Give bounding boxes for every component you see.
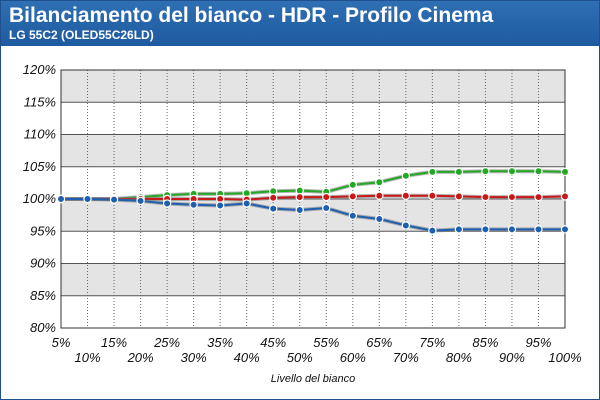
x-tick-label: 95% [525, 335, 551, 350]
x-tick-label: 85% [472, 335, 498, 350]
series-point [162, 199, 172, 208]
series-point [481, 192, 490, 202]
x-tick-label: 55% [313, 335, 339, 350]
series-point [428, 167, 437, 177]
x-tick-label: 10% [75, 350, 101, 365]
x-tick-label: 30% [181, 350, 207, 365]
series-point [507, 167, 517, 176]
series-point [454, 167, 464, 177]
x-tick-label: 65% [366, 335, 392, 350]
series-point [375, 214, 384, 224]
series-point [322, 203, 331, 213]
series-point [428, 191, 437, 200]
series-point [269, 193, 278, 202]
series-point [242, 199, 251, 208]
grid-band [61, 199, 565, 232]
series-point [348, 211, 357, 220]
y-tick-label: 90% [30, 256, 56, 271]
series-point [534, 225, 543, 234]
series-point [136, 196, 145, 206]
y-tick-label: 110% [24, 127, 56, 142]
series-point [348, 180, 357, 190]
x-tick-label: 70% [393, 350, 419, 365]
series-point [534, 192, 543, 202]
y-tick-label: 120% [23, 62, 56, 77]
series-point [375, 191, 384, 200]
y-tick-label: 85% [30, 288, 56, 303]
series-line [61, 170, 566, 200]
grid-band [61, 263, 565, 296]
series-point [322, 192, 331, 202]
chart-header: Bilanciamento del bianco - HDR - Profilo… [1, 1, 599, 46]
series-line [61, 194, 566, 201]
x-axis-label: Livello del bianco [271, 373, 355, 385]
series-point [507, 225, 517, 234]
series-point [401, 221, 411, 230]
y-tick-label: 100% [23, 191, 56, 206]
series-point [295, 205, 304, 215]
grid-band [61, 70, 565, 103]
series-point [454, 192, 464, 201]
x-tick-label: 100% [548, 350, 581, 365]
series-point [560, 167, 570, 177]
series-point [269, 204, 278, 213]
series-line [61, 198, 565, 232]
y-tick-label: 80% [30, 320, 56, 335]
x-tick-label: 45% [260, 335, 286, 350]
series-point [534, 167, 543, 176]
series-point [454, 225, 464, 234]
series-point [375, 178, 384, 187]
x-tick-label: 35% [207, 335, 233, 350]
x-tick-label: 5% [52, 335, 71, 350]
series-point [348, 192, 357, 201]
y-tick-label: 95% [30, 223, 56, 238]
series-point [56, 194, 66, 204]
series-point [481, 225, 490, 234]
series-point [83, 194, 92, 204]
series-point [507, 192, 517, 202]
chart-title: Bilanciamento del bianco - HDR - Profilo… [9, 4, 494, 27]
grid-band [61, 134, 565, 167]
series-point [295, 192, 304, 202]
x-tick-label: 90% [499, 350, 525, 365]
series-point [401, 191, 411, 200]
x-tick-label: 60% [340, 350, 366, 365]
y-tick-label: 115% [24, 94, 56, 109]
series-point [189, 200, 198, 210]
series-point [215, 201, 225, 210]
series-point [560, 225, 570, 234]
series-point [428, 226, 437, 235]
series-point [560, 192, 570, 201]
x-tick-label: 80% [446, 350, 472, 365]
x-tick-label: 75% [419, 335, 445, 350]
x-tick-label: 25% [153, 335, 180, 350]
x-tick-label: 20% [127, 350, 154, 365]
x-tick-label: 50% [287, 350, 313, 365]
y-tick-label: 105% [23, 159, 56, 174]
x-tick-label: 15% [101, 335, 127, 350]
series-point [401, 171, 411, 180]
x-tick-label: 40% [234, 350, 260, 365]
series-point [481, 167, 490, 176]
chart-subtitle: LG 55C2 (OLED55C26LD) [9, 28, 154, 42]
series-point [109, 195, 119, 204]
